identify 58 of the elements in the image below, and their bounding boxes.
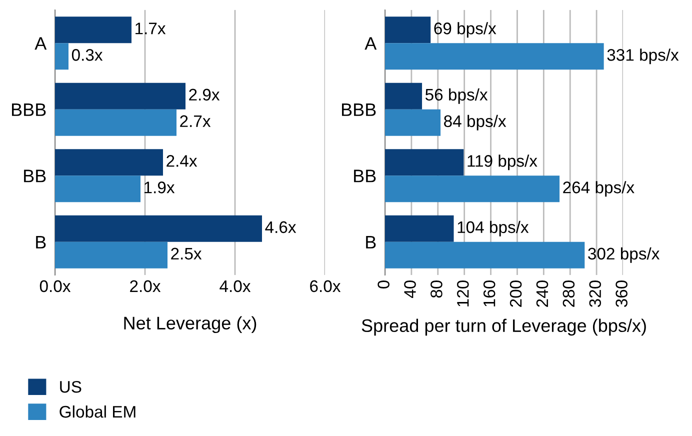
y-tick-label: BB [354, 170, 376, 182]
data-label: 104 bps/x [458, 220, 529, 236]
bar [385, 176, 560, 202]
bar [55, 16, 132, 44]
bar [55, 149, 163, 176]
data-label: 2.7x [180, 115, 211, 127]
x-axis-title: Spread per turn of Leverage (bps/x) [362, 318, 646, 336]
data-label: 2.4x [166, 155, 198, 167]
y-tick-label: A [34, 37, 47, 50]
data-label: 0.3x [72, 49, 103, 61]
bar [385, 149, 464, 176]
bar [385, 82, 422, 110]
bar [55, 242, 168, 268]
x-tick-label: 240 [536, 280, 548, 307]
y-tick-label: B [366, 236, 376, 248]
data-label: 2.9x [189, 88, 220, 101]
x-tick-label: 320 [589, 280, 602, 308]
bar [385, 215, 454, 242]
x-tick-label: 120 [457, 280, 469, 306]
bar [55, 82, 186, 110]
data-label: 56 bps/x [425, 88, 488, 104]
x-tick-label: 360 [616, 280, 628, 308]
x-tick-label: 80 [430, 280, 442, 298]
x-tick-label: 6.0x [310, 280, 341, 292]
x-tick-label: 0 [378, 280, 390, 288]
data-label: 69 bps/x [434, 22, 496, 38]
data-label: 1.7x [136, 22, 166, 34]
y-tick-label: BBB [342, 103, 376, 116]
y-tick-label: BBB [12, 103, 46, 116]
x-tick-label: 4.0x [220, 280, 251, 292]
x-tick-label: 2.0x [130, 280, 161, 292]
bar [55, 109, 176, 136]
y-tick-label: B [36, 236, 46, 248]
x-tick-label: 160 [483, 280, 496, 306]
data-label: 264 bps/x [563, 181, 634, 197]
data-label: 1.9x [144, 182, 175, 194]
bar [385, 242, 585, 268]
y-tick-label: BB [24, 170, 46, 182]
x-tick-label: 0.0x [40, 280, 71, 292]
bar [385, 16, 431, 44]
x-tick-label: 40 [404, 280, 416, 298]
data-label: 331 bps/x [607, 48, 679, 64]
bar [385, 109, 441, 136]
data-label: 84 bps/x [444, 114, 506, 130]
bar [55, 215, 262, 242]
x-axis-title: Net Leverage (x) [124, 316, 256, 334]
legend-label: Global EM [60, 405, 136, 418]
y-tick-label: A [364, 37, 377, 50]
data-label: 2.5x [171, 248, 202, 260]
bar [385, 43, 604, 70]
legend-label: US [60, 380, 82, 393]
bar [55, 176, 140, 202]
data-label: 302 bps/x [588, 247, 660, 263]
bar [55, 43, 68, 70]
data-label: 119 bps/x [468, 154, 538, 170]
x-tick-label: 200 [510, 280, 522, 307]
x-tick-label: 280 [562, 280, 575, 307]
data-label: 4.6x [265, 221, 296, 234]
